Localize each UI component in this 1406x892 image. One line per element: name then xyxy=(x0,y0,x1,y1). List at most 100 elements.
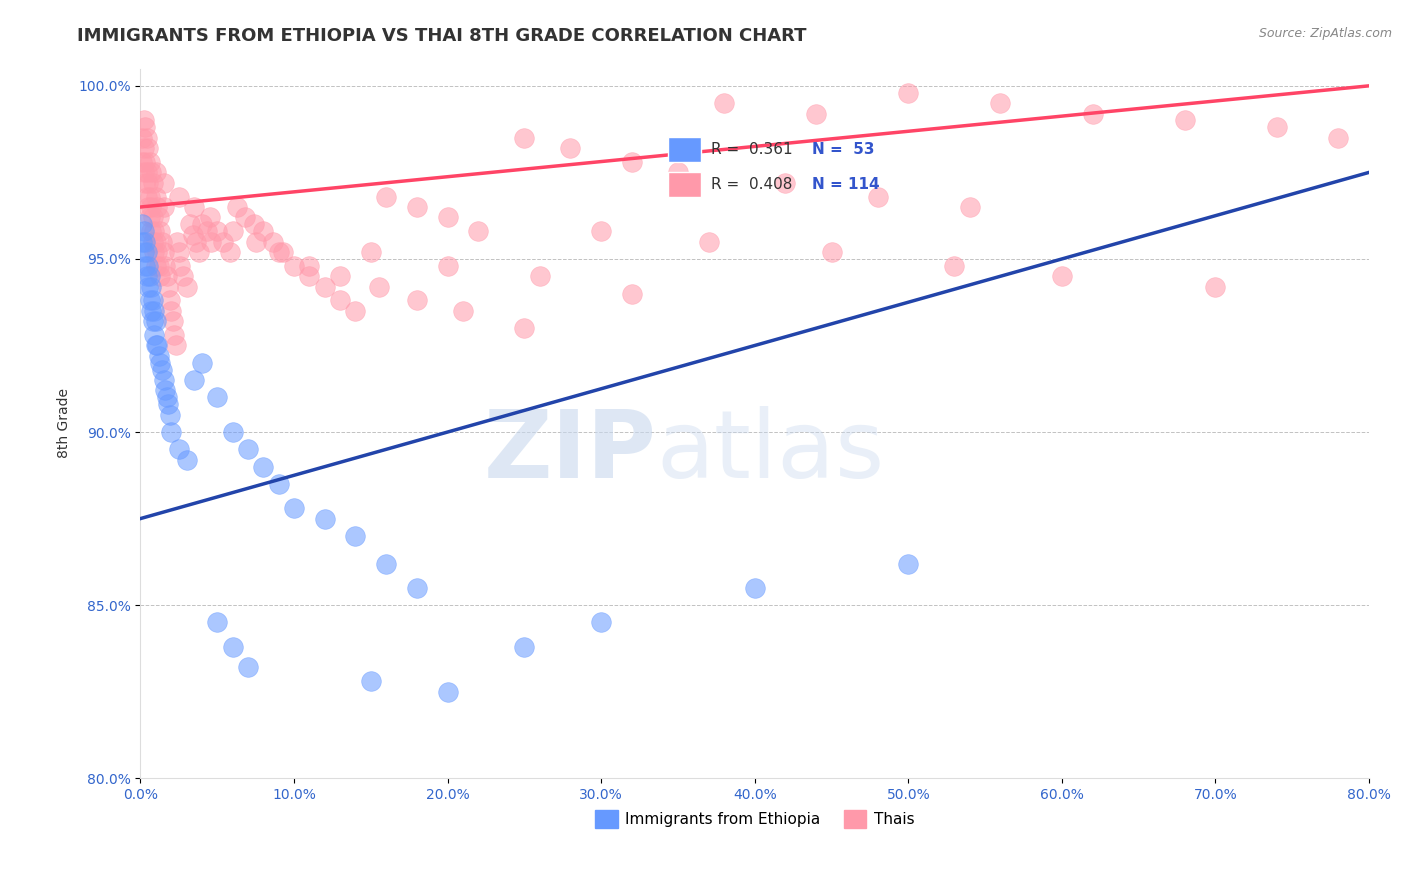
Point xyxy=(134,235,156,249)
Point xyxy=(360,674,382,689)
Point xyxy=(344,529,367,543)
Point xyxy=(329,269,352,284)
Point xyxy=(141,279,163,293)
Point xyxy=(142,176,165,190)
Point xyxy=(221,224,243,238)
Point xyxy=(529,269,551,284)
Point xyxy=(143,303,166,318)
Point xyxy=(138,211,160,225)
Point xyxy=(131,130,153,145)
Point xyxy=(149,356,172,370)
Point xyxy=(136,200,159,214)
Point xyxy=(152,245,174,260)
Point xyxy=(990,96,1012,111)
Point xyxy=(806,106,828,120)
Point xyxy=(513,130,536,145)
Point xyxy=(136,176,159,190)
Point xyxy=(141,224,163,238)
Point xyxy=(620,286,643,301)
Point xyxy=(375,557,398,571)
Point xyxy=(467,224,489,238)
Point xyxy=(243,217,266,231)
Point xyxy=(436,684,458,698)
Point xyxy=(136,141,159,155)
Text: N = 114: N = 114 xyxy=(811,177,879,192)
Point xyxy=(132,113,155,128)
Point xyxy=(152,373,174,387)
Point xyxy=(252,459,274,474)
Point xyxy=(153,384,176,398)
Point xyxy=(179,217,201,231)
Point xyxy=(136,279,159,293)
Point xyxy=(406,200,429,214)
Point xyxy=(697,235,720,249)
Point xyxy=(142,211,165,225)
Point xyxy=(132,165,155,179)
Point xyxy=(135,269,157,284)
Point xyxy=(233,211,256,225)
Point xyxy=(150,235,173,249)
Point xyxy=(560,141,582,155)
Point xyxy=(329,293,352,308)
Point xyxy=(148,259,170,273)
Point xyxy=(141,200,163,214)
Point xyxy=(145,314,167,328)
Point xyxy=(195,224,218,238)
Point xyxy=(183,373,205,387)
Point xyxy=(218,245,240,260)
Point xyxy=(167,189,190,203)
Point xyxy=(1174,113,1197,128)
Point xyxy=(897,557,920,571)
Point xyxy=(298,269,321,284)
Point xyxy=(245,235,267,249)
Point xyxy=(149,269,172,284)
Text: Source: ZipAtlas.com: Source: ZipAtlas.com xyxy=(1258,27,1392,40)
Point xyxy=(820,245,842,260)
Point xyxy=(143,328,166,343)
Point xyxy=(184,235,207,249)
Point xyxy=(135,130,157,145)
Point xyxy=(191,356,214,370)
Point xyxy=(207,391,229,405)
Point xyxy=(176,279,198,293)
Point xyxy=(159,293,181,308)
Point xyxy=(146,338,169,352)
Point xyxy=(1327,130,1350,145)
Point xyxy=(135,189,157,203)
Point xyxy=(152,200,174,214)
Point xyxy=(191,217,214,231)
Point xyxy=(145,165,167,179)
Point xyxy=(150,362,173,376)
Y-axis label: 8th Grade: 8th Grade xyxy=(58,388,72,458)
Point xyxy=(143,224,166,238)
Point xyxy=(148,211,170,225)
Point xyxy=(152,176,174,190)
Point xyxy=(138,189,160,203)
Point xyxy=(162,314,184,328)
Point xyxy=(134,259,156,273)
Point xyxy=(1081,106,1104,120)
Point xyxy=(149,224,172,238)
Point xyxy=(160,303,183,318)
Point xyxy=(134,176,156,190)
Point xyxy=(375,189,398,203)
Point xyxy=(146,245,169,260)
Point xyxy=(775,176,797,190)
Point xyxy=(271,245,294,260)
Point xyxy=(298,259,321,273)
Point xyxy=(591,615,613,630)
Point xyxy=(406,293,429,308)
Point xyxy=(314,279,336,293)
Point xyxy=(591,224,613,238)
Point xyxy=(666,165,689,179)
Point xyxy=(183,200,205,214)
Point xyxy=(207,615,229,630)
Point xyxy=(145,259,167,273)
Point xyxy=(138,155,160,169)
Point xyxy=(513,321,536,335)
Point xyxy=(866,189,889,203)
Point xyxy=(141,303,163,318)
Bar xyxy=(668,137,702,162)
Point xyxy=(267,245,290,260)
Point xyxy=(200,235,222,249)
